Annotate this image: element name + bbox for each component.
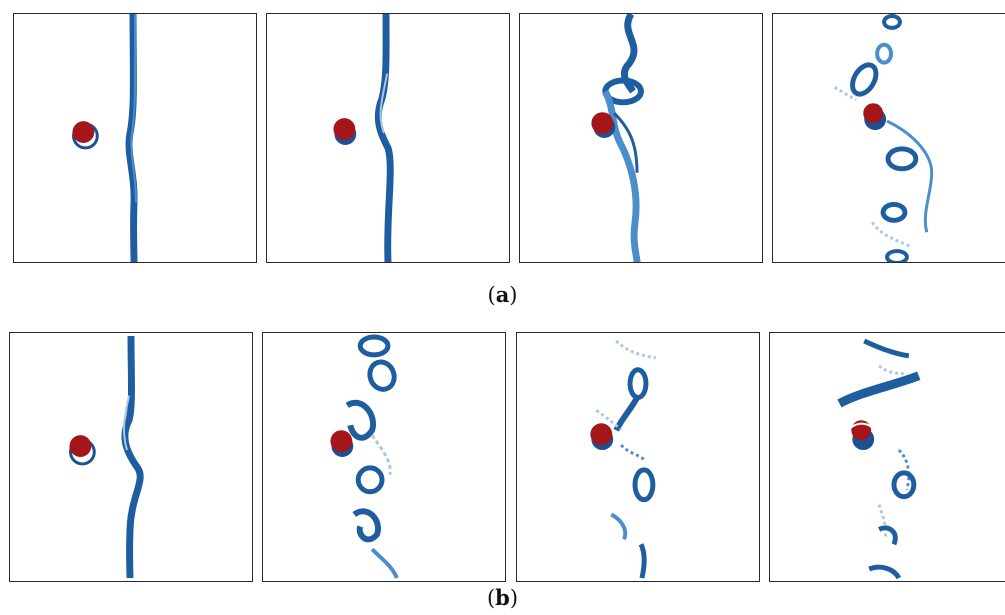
flow-snapshot-b3 (590, 339, 657, 579)
flow-snapshot-a1 (72, 14, 138, 262)
flow-snapshot-b2 (330, 334, 399, 579)
caption-b-label: b (495, 585, 510, 610)
panel-a4 (772, 13, 1005, 263)
cylinder-red (69, 435, 92, 457)
panel-a3 (519, 13, 763, 263)
panel-b3 (516, 332, 760, 582)
caption-b-open: ( (486, 586, 496, 610)
flow-snapshot-a4 (833, 14, 934, 262)
panel-b1 (9, 332, 253, 582)
flow-snapshot-b1 (69, 335, 144, 579)
cylinder-red (72, 121, 95, 143)
flow-snapshot-a2 (333, 14, 394, 262)
panel-b4 (769, 332, 1005, 582)
vortex-sheet (837, 371, 921, 408)
caption-b-close: ) (509, 586, 519, 610)
panel-b2 (262, 332, 506, 582)
panel-a2 (266, 13, 510, 263)
cylinder-red (591, 112, 614, 135)
caption-a-label: a (495, 282, 510, 307)
panel-a1 (13, 13, 257, 263)
caption-b: (b) (0, 585, 1005, 610)
cylinder-red (590, 423, 613, 446)
flow-snapshot-a3 (591, 14, 644, 262)
caption-a: (a) (0, 282, 1005, 307)
cylinder-red (863, 103, 884, 124)
cylinder-red (333, 118, 356, 140)
vortex-filament (121, 335, 144, 579)
cylinder-red (330, 430, 353, 453)
vortex-filament (374, 14, 394, 262)
caption-a-close: ) (509, 283, 518, 307)
vortex-filament (125, 14, 138, 262)
caption-a-open: ( (487, 283, 496, 307)
flow-snapshot-b4 (837, 338, 921, 580)
